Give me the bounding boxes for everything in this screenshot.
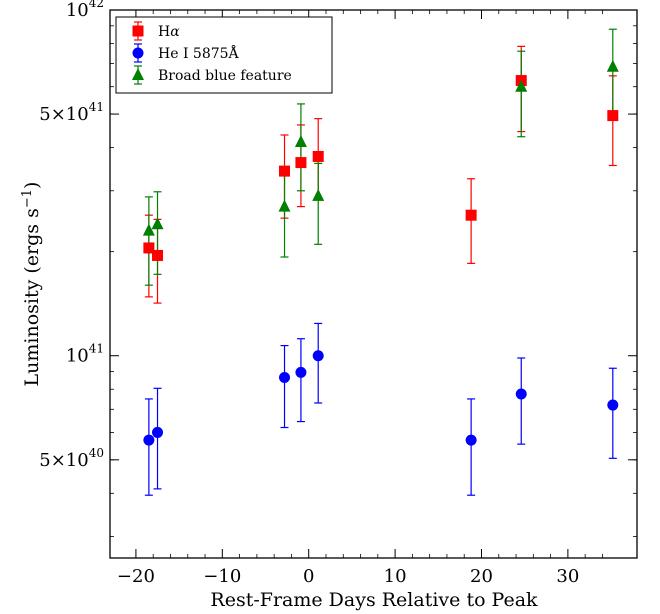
y-tick-label: 1042 <box>66 0 104 21</box>
y-tick-exponent: 41 <box>89 100 104 114</box>
legend-label-text: H <box>158 24 170 40</box>
y-tick-exponent: 42 <box>89 0 104 10</box>
hei-point <box>607 399 619 411</box>
halpha-point <box>295 157 307 169</box>
x-tick-label: 20 <box>470 566 493 587</box>
y-tick-mantissa: 5×10 <box>39 450 88 471</box>
y-tick-label: 1041 <box>66 342 104 367</box>
x-tick-label: 30 <box>556 566 579 587</box>
legend-marker-hei <box>132 47 144 59</box>
broad-blue-point <box>515 79 528 92</box>
y-tick-exponent: 41 <box>89 342 104 356</box>
halpha-point <box>279 165 291 177</box>
x-tick-label: −20 <box>117 566 155 587</box>
legend-label-hei: He I 5875Å <box>158 44 240 62</box>
x-axis-label: Rest-Frame Days Relative to Peak <box>210 589 538 611</box>
halpha-point <box>312 150 324 162</box>
broad-blue-point <box>606 59 619 72</box>
halpha-point <box>607 110 619 122</box>
halpha-point <box>465 209 477 221</box>
halpha-point <box>143 242 155 254</box>
broad-blue-point <box>312 188 325 201</box>
x-tick-label: −10 <box>203 566 241 587</box>
broad-blue-point <box>151 217 164 230</box>
legend-label-broad-blue: Broad blue feature <box>158 68 292 84</box>
y-axis-label: Luminosity (ergs s−1) <box>20 182 43 387</box>
hei-point <box>312 350 324 362</box>
legend-marker-halpha <box>132 25 144 37</box>
y-tick-label: 5×1041 <box>39 100 104 125</box>
legend-box <box>115 16 333 94</box>
broad-blue-point <box>278 199 291 212</box>
hei-point <box>515 388 527 400</box>
legend-label-text: Broad blue feature <box>158 68 292 84</box>
x-tick-label: 0 <box>303 566 314 587</box>
legend-label-halpha: Hα <box>158 24 180 40</box>
hei-point <box>143 434 155 446</box>
hei-point <box>465 434 477 446</box>
legend-label-greek: α <box>170 24 180 40</box>
data-markers <box>142 59 619 446</box>
hei-point <box>279 372 291 384</box>
y-tick-mantissa: 10 <box>66 0 89 21</box>
y-tick-label: 5×1040 <box>39 446 104 471</box>
broad-blue-point <box>142 223 155 236</box>
y-tick-mantissa: 10 <box>66 346 89 367</box>
halpha-point <box>152 249 164 261</box>
hei-point <box>152 426 164 438</box>
y-axis-label-sup: −1 <box>20 189 35 208</box>
legend-marker-broad-blue <box>132 68 144 80</box>
y-tick-exponent: 40 <box>89 446 104 460</box>
error-bars <box>144 28 617 496</box>
legend: Hα He I 5875Å Broad blue feature <box>115 16 333 94</box>
hei-point <box>295 366 307 378</box>
legend-label-text: He I 5875Å <box>158 44 240 62</box>
plot-frame <box>109 9 638 559</box>
broad-blue-point <box>294 135 307 148</box>
x-tick-label: 10 <box>384 566 407 587</box>
y-tick-mantissa: 5×10 <box>39 104 88 125</box>
